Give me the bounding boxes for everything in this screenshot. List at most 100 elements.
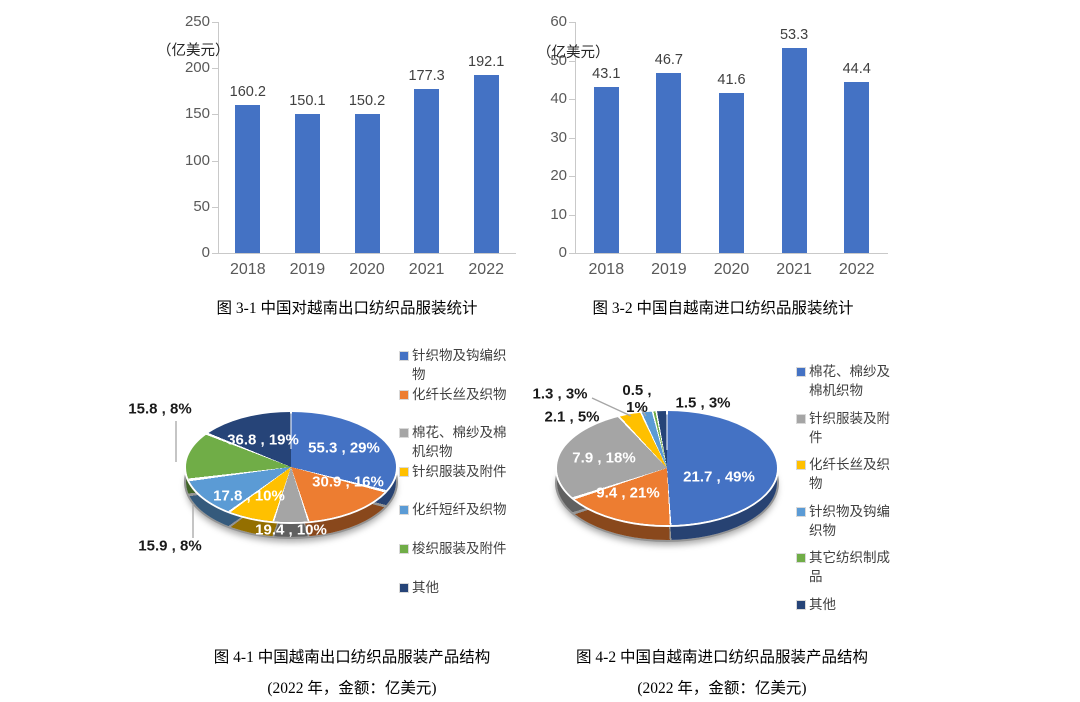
bar: [235, 104, 261, 253]
legend-label: 其它纺织制成品: [809, 550, 890, 585]
legend-swatch: [399, 466, 409, 477]
legend-label: 梭织服装及附件: [412, 540, 507, 556]
legend-item: 梭织服装及附件: [399, 539, 534, 578]
legend-item: 化纤长丝及织物: [399, 385, 534, 424]
y-axis-tick-mark: [212, 22, 218, 23]
pie-slice-label: 15.9 , 8%: [138, 537, 202, 555]
pie-slice-label: 1.3 , 3%: [532, 385, 588, 403]
legend-item: 针织物及钩编织物: [399, 346, 534, 385]
export-bar-unit-label: （亿美元）: [157, 43, 230, 59]
legend-swatch: [796, 367, 806, 377]
pie-top-face: [557, 411, 777, 525]
y-axis-line: [218, 22, 219, 253]
bar-value-label: 160.2: [229, 83, 266, 100]
legend-item: 其他: [399, 578, 534, 617]
bar-value-label: 41.6: [717, 71, 746, 88]
legend-item: 其他: [796, 595, 901, 642]
y-axis-tick-label: 40: [550, 90, 567, 107]
y-axis-tick-label: 200: [184, 59, 210, 77]
legend-swatch: [796, 599, 806, 610]
caption-fig3-2: 图 3-2 中国自越南进口纺织品服装统计: [592, 300, 854, 317]
y-axis-tick-mark: [212, 206, 218, 208]
bar: [473, 75, 499, 253]
bar-value-label: 43.1: [592, 66, 621, 83]
x-axis-label: 2021: [408, 261, 445, 278]
bar-value-label: 192.1: [468, 54, 505, 71]
y-axis-tick-label: 60: [550, 13, 567, 30]
y-axis-tick-mark: [569, 60, 575, 62]
import-bar-unit-label: （亿美元）: [537, 45, 610, 61]
bar-value-label: 44.4: [842, 61, 871, 78]
y-axis-tick-mark: [212, 114, 218, 116]
caption-fig4-2-line1: 图 4-2 中国自越南进口纺织品服装产品结构: [576, 649, 868, 666]
legend-item: 其它纺织制成品: [796, 548, 901, 595]
legend-swatch: [399, 505, 409, 516]
legend-label: 化纤长丝及织物: [412, 386, 507, 402]
legend-item: 化纤长丝及织物: [796, 455, 901, 502]
y-axis-tick-label: 100: [184, 151, 210, 169]
pie-slice-label: 2.1 , 5%: [544, 408, 600, 426]
x-axis-label: 2018: [588, 261, 625, 278]
x-axis-line: [575, 253, 888, 254]
y-axis-tick-label: 10: [550, 205, 567, 223]
legend-swatch: [796, 553, 806, 564]
x-axis-label: 2021: [776, 261, 812, 278]
export-pie-legend: 针织物及钩编织物 化纤长丝及织物棉花、棉纱及棉机织物 针织服装及附件化纤短纤及织物梭…: [399, 346, 534, 616]
y-axis-tick-label: 20: [550, 167, 567, 184]
caption-fig4-1-line2: (2022 年，金额：亿美元): [267, 680, 437, 697]
legend-swatch: [399, 543, 409, 554]
legend-swatch: [796, 506, 806, 517]
legend-label: 针织服装及附件: [412, 463, 507, 479]
caption-fig4-1-line1: 图 4-1 中国越南出口纺织品服装产品结构: [213, 649, 491, 666]
legend-item: 化纤短纤及织物: [399, 500, 534, 539]
legend-label: 其他: [412, 579, 439, 595]
y-axis-tick-label: 150: [184, 105, 210, 123]
y-axis-tick-mark: [212, 160, 218, 162]
y-axis-line: [575, 22, 576, 253]
x-axis-label: 2022: [838, 261, 875, 278]
y-axis-tick-label: 0: [201, 244, 210, 261]
y-axis-tick-label: 30: [550, 128, 567, 146]
legend-item: 棉花、棉纱及棉机织物: [796, 362, 901, 409]
legend-swatch: [399, 351, 409, 361]
bar: [656, 73, 682, 253]
pie-slice-label: 7.9 , 18%: [572, 449, 636, 467]
pie-slice-label: 15.8 , 8%: [128, 400, 192, 418]
bar: [781, 47, 807, 253]
caption-fig4-2-line2: (2022 年，金额：亿美元): [637, 680, 807, 697]
bar: [719, 92, 744, 253]
import-pie-legend: 棉花、棉纱及棉机织物 针织服装及附件 化纤长丝及织物 针织物及钩编织物 其它纺织制成品其…: [796, 362, 901, 642]
legend-label: 棉花、棉纱及棉机织物: [809, 364, 890, 398]
pie-slice-label: 19.4 , 10%: [255, 521, 327, 539]
y-axis-tick-mark: [569, 22, 575, 23]
y-axis-tick-label: 0: [558, 244, 567, 261]
bar: [354, 114, 380, 253]
x-axis-label: 2019: [289, 261, 326, 278]
legend-item: 针织服装及附件: [796, 409, 901, 456]
bar: [294, 114, 320, 253]
bar-value-label: 177.3: [408, 68, 445, 85]
pie-slice-label: 21.7 , 49%: [683, 468, 755, 486]
x-axis-label: 2019: [651, 261, 687, 278]
bar-value-label: 46.7: [654, 52, 683, 69]
legend-item: 棉花、棉纱及棉机织物: [399, 423, 534, 462]
pie-slice-label: 17.8 , 10%: [213, 487, 285, 505]
x-axis-label: 2020: [713, 261, 750, 278]
legend-swatch: [796, 460, 806, 471]
y-axis-tick-mark: [569, 176, 575, 177]
pie-slice-label: 1.5 , 3%: [675, 394, 731, 412]
legend-swatch: [399, 389, 409, 400]
y-axis-tick-mark: [569, 214, 575, 216]
bar-value-label: 150.2: [348, 93, 386, 110]
legend-swatch: [399, 428, 409, 439]
bar: [844, 82, 870, 253]
y-axis-tick-mark: [569, 137, 575, 139]
pie-slice-label: 9.4 , 21%: [596, 484, 660, 502]
legend-label: 针织服装及附件: [809, 410, 890, 445]
x-axis-label: 2020: [349, 261, 385, 278]
legend-label: 化纤长丝及织物: [809, 457, 890, 492]
y-axis-tick-mark: [569, 99, 575, 100]
legend-swatch: [399, 582, 409, 593]
caption-fig3-1: 图 3-1 中国对越南出口纺织品服装统计: [216, 300, 478, 317]
